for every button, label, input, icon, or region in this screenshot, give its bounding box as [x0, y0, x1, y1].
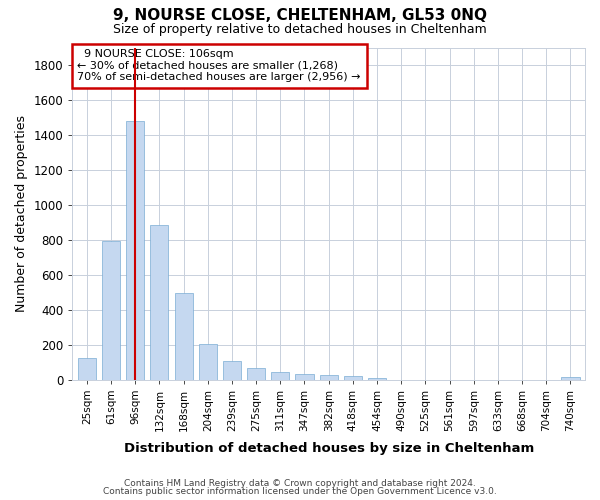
Bar — [562, 377, 580, 380]
Bar — [344, 376, 362, 380]
Text: 9, NOURSE CLOSE, CHELTENHAM, GL53 0NQ: 9, NOURSE CLOSE, CHELTENHAM, GL53 0NQ — [113, 8, 487, 22]
Bar — [247, 368, 265, 380]
Bar — [151, 225, 169, 380]
Bar — [199, 344, 217, 380]
Bar — [295, 374, 314, 380]
Bar — [78, 358, 96, 380]
Bar — [271, 372, 289, 380]
Bar — [126, 121, 144, 380]
Text: 9 NOURSE CLOSE: 106sqm  
← 30% of detached houses are smaller (1,268)
70% of sem: 9 NOURSE CLOSE: 106sqm ← 30% of detached… — [77, 49, 361, 82]
Bar — [175, 293, 193, 380]
Text: Contains public sector information licensed under the Open Government Licence v3: Contains public sector information licen… — [103, 487, 497, 496]
X-axis label: Distribution of detached houses by size in Cheltenham: Distribution of detached houses by size … — [124, 442, 534, 455]
Bar — [320, 376, 338, 380]
Bar — [102, 240, 120, 380]
Y-axis label: Number of detached properties: Number of detached properties — [15, 115, 28, 312]
Bar — [368, 378, 386, 380]
Text: Size of property relative to detached houses in Cheltenham: Size of property relative to detached ho… — [113, 22, 487, 36]
Text: Contains HM Land Registry data © Crown copyright and database right 2024.: Contains HM Land Registry data © Crown c… — [124, 478, 476, 488]
Bar — [223, 362, 241, 380]
